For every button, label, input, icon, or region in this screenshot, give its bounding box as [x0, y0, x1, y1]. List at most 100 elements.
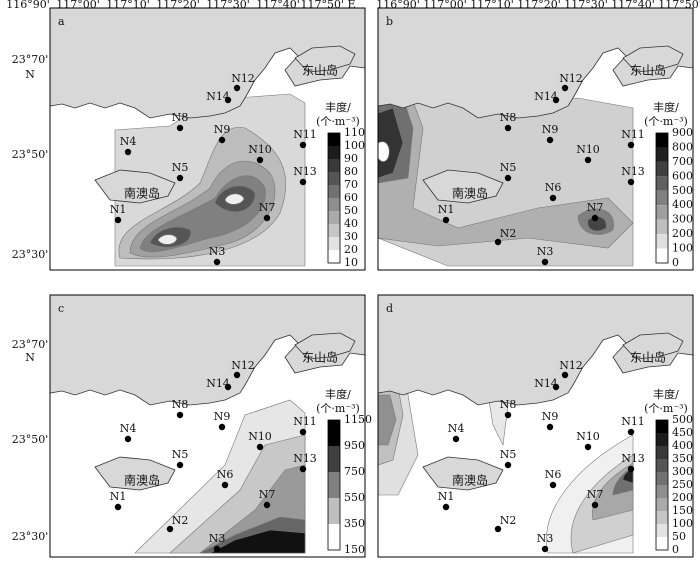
colorbar-step [328, 211, 340, 224]
legend-title: 丰度/ [653, 387, 679, 401]
colorbar-tick-label: 200 [672, 491, 693, 504]
place-name: 东山岛 [302, 63, 338, 78]
station-label: N5 [172, 448, 189, 461]
land [49, 294, 366, 406]
colorbar-tick-label: 350 [672, 452, 693, 465]
station-label: N9 [214, 123, 231, 136]
land [377, 294, 694, 406]
colorbar-step [656, 498, 668, 511]
station [218, 423, 226, 431]
colorbar-step [328, 185, 340, 198]
station-label: N3 [209, 245, 226, 258]
island [622, 45, 684, 73]
colorbar-tick-label: 100 [672, 242, 693, 255]
station-label: N2 [172, 514, 189, 527]
colorbar-step [656, 219, 668, 235]
lon-label: 117°50' E [300, 0, 355, 11]
station-label: N9 [542, 123, 559, 136]
station [546, 423, 554, 431]
station-label: N1 [438, 490, 455, 503]
colorbar-tick-label: 400 [672, 439, 693, 452]
colorbar-step [328, 524, 340, 550]
station [176, 124, 184, 132]
lon-label: 117°10' [470, 0, 514, 11]
station [263, 214, 271, 222]
panel-label: a [58, 15, 65, 28]
colorbar-tick-label: 70 [344, 178, 358, 191]
station [494, 238, 502, 246]
station-label: N5 [500, 161, 517, 174]
colorbar-step [656, 234, 668, 249]
station-label: N10 [576, 143, 600, 156]
colorbar-tick-label: 200 [672, 227, 693, 240]
panel-frame [49, 294, 366, 558]
contour-fill [377, 87, 634, 249]
colorbar-step [656, 248, 668, 263]
island [94, 169, 176, 204]
colorbar-tick-label: 20 [344, 243, 358, 256]
colorbar-step [328, 250, 340, 263]
lon-label: 117°20' [517, 0, 561, 11]
lon-label: 117°40' [256, 0, 300, 11]
colorbar-step [656, 446, 668, 459]
lat-label: 23°50' [12, 148, 49, 161]
colorbar-step [656, 147, 668, 162]
station-label: N14 [206, 90, 230, 103]
station [124, 435, 132, 443]
colorbar-step [328, 133, 340, 146]
lon-label: 117°30' [206, 0, 250, 11]
station-label: N1 [110, 203, 127, 216]
place-name: 东山岛 [302, 350, 338, 365]
colorbar-step [328, 498, 340, 524]
station [263, 501, 271, 509]
station [549, 481, 557, 489]
island [294, 332, 356, 360]
station [504, 411, 512, 419]
colorbar-step [656, 205, 668, 220]
lon-label: 117°40' [611, 0, 655, 11]
colorbar-step [328, 446, 340, 472]
station [591, 214, 599, 222]
station-label: N4 [120, 135, 137, 148]
station-label: N14 [534, 377, 558, 390]
lat-label: 23°30' [12, 248, 49, 261]
legend-unit: (个·m⁻³) [644, 402, 688, 415]
legend-unit: (个·m⁻³) [316, 402, 360, 415]
station-label: N10 [248, 430, 272, 443]
place-name: 南澳岛 [124, 473, 160, 488]
legend-title: 丰度/ [325, 387, 351, 401]
station [233, 84, 241, 92]
colorbar-tick-label: 0 [672, 543, 679, 556]
lat-label: 23°70' [12, 338, 49, 351]
station [224, 96, 232, 104]
colorbar-frame [655, 419, 669, 551]
station-label: N12 [231, 72, 255, 85]
station [584, 156, 592, 164]
colorbar-step [328, 472, 340, 498]
colorbar-step [656, 537, 668, 550]
lon-label: 117°20' [156, 0, 200, 11]
legend-title: 丰度/ [325, 100, 351, 114]
colorbar-tick-label: 950 [344, 439, 365, 452]
station-label: N7 [259, 201, 276, 214]
station [591, 501, 599, 509]
colorbar-tick-label: 550 [344, 491, 365, 504]
colorbar-step [656, 161, 668, 177]
station [256, 443, 264, 451]
contour-fill [157, 234, 178, 245]
colorbar-step [328, 237, 340, 250]
colorbar-step [328, 159, 340, 172]
station-label: N13 [293, 165, 317, 178]
lon-label: 117°00' [56, 0, 100, 11]
station [504, 461, 512, 469]
panel-frame [49, 7, 366, 271]
station-label: N11 [621, 415, 645, 428]
station-label: N11 [293, 415, 317, 428]
station-label: N6 [217, 468, 234, 481]
station [224, 383, 232, 391]
station [213, 258, 221, 266]
station-label: N2 [500, 227, 517, 240]
station [627, 428, 635, 436]
